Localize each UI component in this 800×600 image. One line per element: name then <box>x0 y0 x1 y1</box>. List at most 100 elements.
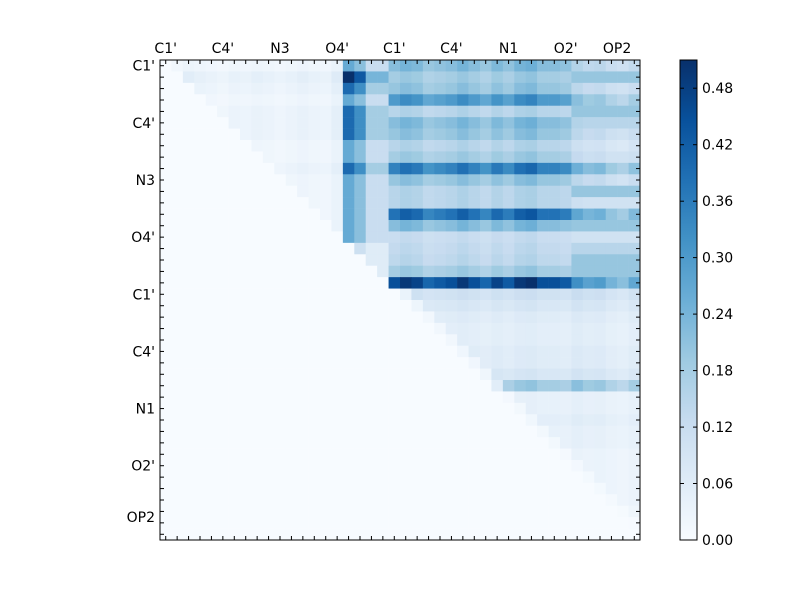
heatmap-cell <box>468 334 481 347</box>
heatmap-cell <box>205 425 218 438</box>
heatmap-cell <box>297 311 309 324</box>
heatmap-cell <box>388 288 401 301</box>
heatmap-cell <box>182 185 195 198</box>
heatmap-cell <box>582 208 595 221</box>
heatmap-cell <box>617 151 629 164</box>
heatmap-cell <box>160 414 172 427</box>
heatmap-cell <box>560 345 572 358</box>
heatmap-cell <box>331 231 344 244</box>
heatmap-cell <box>445 185 458 198</box>
heatmap-cell <box>491 368 504 381</box>
heatmap-cell <box>320 254 332 267</box>
heatmap-cell <box>160 185 172 198</box>
heatmap-cell <box>411 60 424 72</box>
heatmap-cell <box>285 277 298 289</box>
heatmap-cell <box>525 117 538 129</box>
heatmap-cell <box>274 517 287 529</box>
heatmap-cell <box>240 528 252 541</box>
heatmap-cell <box>434 300 447 312</box>
heatmap-cell <box>194 60 207 72</box>
heatmap-cell <box>400 334 412 347</box>
heatmap-cell <box>445 368 458 381</box>
heatmap-cell <box>468 265 481 278</box>
heatmap-cell <box>605 94 618 107</box>
heatmap-cell <box>194 505 207 518</box>
heatmap-cell <box>400 460 412 472</box>
heatmap-cell <box>582 368 595 381</box>
heatmap-cell <box>240 517 252 529</box>
heatmap-cell <box>457 460 469 472</box>
heatmap-cell <box>205 254 218 267</box>
heatmap-cell <box>262 300 275 312</box>
heatmap-cell <box>377 471 389 484</box>
heatmap-cell <box>251 117 264 129</box>
heatmap-cell <box>194 448 207 461</box>
heatmap-cell <box>262 151 275 164</box>
heatmap-cell <box>262 231 275 244</box>
heatmap-cell <box>571 60 584 72</box>
heatmap-cell <box>571 288 584 301</box>
heatmap-cell <box>251 380 264 392</box>
heatmap-cell <box>354 448 367 461</box>
heatmap-cell <box>594 242 607 255</box>
heatmap-cell <box>342 517 355 529</box>
heatmap-cell <box>468 208 481 221</box>
heatmap-cell <box>480 300 492 312</box>
heatmap-cell <box>605 288 618 301</box>
heatmap-cell <box>354 128 367 141</box>
heatmap-cell <box>320 117 332 129</box>
heatmap-cell <box>240 197 252 209</box>
heatmap-cell <box>240 162 252 175</box>
heatmap-cell <box>502 460 515 472</box>
heatmap-cell <box>285 71 298 84</box>
heatmap-cell <box>434 242 447 255</box>
heatmap-cell <box>342 311 355 324</box>
heatmap-cell <box>217 117 229 129</box>
heatmap-cell <box>422 254 435 267</box>
heatmap-cell <box>582 197 595 209</box>
heatmap-cell <box>182 128 195 141</box>
heatmap-cell <box>491 94 504 107</box>
heatmap-cell <box>377 368 389 381</box>
heatmap-cell <box>365 448 378 461</box>
heatmap-cell <box>377 265 389 278</box>
heatmap-cell <box>377 117 389 129</box>
heatmap-cell <box>160 528 172 541</box>
heatmap-cell <box>182 254 195 267</box>
heatmap-cell <box>205 471 218 484</box>
heatmap-cell <box>331 60 344 72</box>
heatmap-cell <box>354 231 367 244</box>
heatmap-cell <box>262 288 275 301</box>
heatmap-cell <box>605 368 618 381</box>
heatmap-cell <box>617 94 629 107</box>
heatmap-cell <box>605 494 618 507</box>
heatmap-cell <box>171 311 184 324</box>
heatmap-cell <box>377 505 389 518</box>
heatmap-cell <box>240 482 252 495</box>
heatmap-cell <box>285 482 298 495</box>
heatmap-cell <box>605 414 618 427</box>
heatmap-cell <box>400 494 412 507</box>
colorbar-tick-label: 0.48 <box>702 81 733 97</box>
heatmap-cell <box>582 334 595 347</box>
heatmap-cell <box>457 528 469 541</box>
heatmap-cell <box>480 448 492 461</box>
heatmap-cell <box>377 437 389 449</box>
heatmap-cell <box>262 105 275 118</box>
heatmap-cell <box>480 345 492 358</box>
heatmap-cell <box>537 254 549 267</box>
heatmap-cell <box>342 105 355 118</box>
heatmap-cell <box>308 380 321 392</box>
heatmap-cell <box>354 208 367 221</box>
heatmap-cell <box>628 94 641 107</box>
heatmap-cell <box>285 448 298 461</box>
heatmap-cell <box>400 300 412 312</box>
heatmap-cell <box>297 208 309 221</box>
heatmap-cell <box>628 494 641 507</box>
heatmap-cell <box>548 322 561 335</box>
heatmap-cell <box>240 117 252 129</box>
heatmap-cell <box>331 82 344 95</box>
heatmap-cell <box>320 448 332 461</box>
top-tick-label: N1 <box>499 41 518 57</box>
heatmap-cell <box>308 300 321 312</box>
